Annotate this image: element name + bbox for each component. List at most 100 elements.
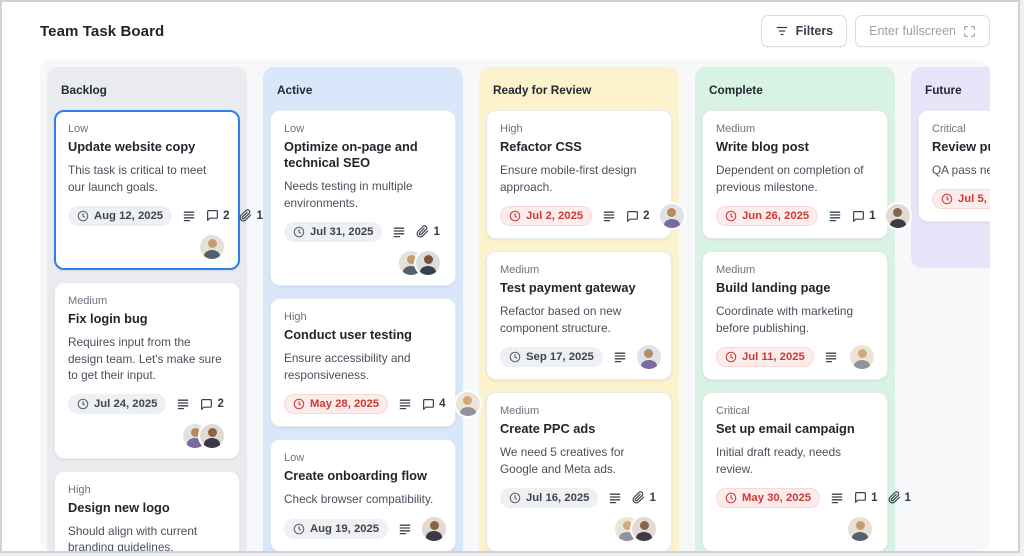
column-header: Complete <box>709 83 763 97</box>
board: Backlog Low Update website copy This tas… <box>40 60 990 551</box>
column-cards: High Refactor CSS Ensure mobile-first de… <box>486 110 684 551</box>
avatar <box>885 204 910 228</box>
card-title: Create onboarding flow <box>284 468 427 483</box>
task-card[interactable]: Critical Set up email campaign Initial d… <box>702 392 911 551</box>
avatar <box>850 345 874 369</box>
card-description: Check browser compatibility. <box>284 492 434 506</box>
description-icon <box>602 209 616 223</box>
topbar: Team Task Board Filters Enter fullscreen <box>2 2 1018 60</box>
column-cards: Low Update website copy This task is cri… <box>54 110 263 552</box>
task-card[interactable]: Low Update website copy This task is cri… <box>54 110 263 270</box>
task-card[interactable]: Low Create onboarding flow Check browser… <box>270 439 456 551</box>
task-card[interactable]: Medium Write blog post Dependent on comp… <box>702 110 910 239</box>
topbar-actions: Filters Enter fullscreen <box>760 15 990 47</box>
task-card[interactable]: Medium Create PPC ads We need 5 creative… <box>486 392 672 551</box>
description-icon <box>613 350 627 364</box>
column-active: Active Low Optimize on-page and technica… <box>263 67 480 551</box>
comment-icon <box>201 398 213 410</box>
assignees <box>455 392 480 416</box>
paperclip-icon <box>416 225 429 238</box>
column-header: Ready for Review <box>493 83 592 97</box>
fullscreen-icon <box>964 25 975 37</box>
due-date-badge-overdue: May 28, 2025 <box>284 394 389 414</box>
description-icon <box>608 491 622 505</box>
card-title: Write blog post <box>716 139 809 154</box>
description-icon <box>824 350 838 364</box>
card-description: We need 5 creatives for Google and Meta … <box>500 445 625 476</box>
description-icon <box>398 522 412 536</box>
clock-icon <box>77 210 89 221</box>
assignees <box>659 204 684 228</box>
card-title: Create PPC ads <box>500 421 596 436</box>
due-date-badge: Jul 16, 2025 <box>500 487 599 508</box>
due-date-badge-overdue: May 30, 2025 <box>716 487 821 508</box>
comments-indicator: 4 <box>422 398 446 411</box>
card-meta: Jun 26, 2025 1 <box>716 204 910 228</box>
due-date-badge-overdue: Jun 26, 2025 <box>716 206 819 226</box>
comment-icon <box>207 210 219 221</box>
comment-icon <box>855 492 867 503</box>
card-title: Refactor CSS <box>500 139 582 154</box>
card-title: Update website copy <box>68 139 196 154</box>
task-card[interactable]: High Refactor CSS Ensure mobile-first de… <box>486 110 684 239</box>
due-date-badge-overdue: Jul 5, 202 <box>932 189 990 209</box>
task-card[interactable]: Medium Fix login bug Requires input from… <box>54 282 240 459</box>
attachments-indicator: 1 <box>632 491 656 504</box>
task-card[interactable]: Critical Review pull re QA pass neede Ju… <box>918 110 990 222</box>
card-description: Dependent on completion of previous mile… <box>716 163 864 194</box>
page-title: Team Task Board <box>40 22 165 40</box>
comment-icon <box>423 398 435 410</box>
task-card[interactable]: High Conduct user testing Ensure accessi… <box>270 298 480 427</box>
due-date-badge: Aug 12, 2025 <box>68 205 173 226</box>
card-meta: Jul 31, 2025 1 <box>284 220 442 243</box>
avatar <box>422 516 447 541</box>
priority-label: Critical <box>716 405 750 417</box>
column-backlog: Backlog Low Update website copy This tas… <box>47 67 263 552</box>
filters-button-label: Filters <box>795 24 834 38</box>
column-cards: Medium Write blog post Dependent on comp… <box>702 110 911 551</box>
filters-button[interactable]: Filters <box>760 15 848 47</box>
clock-icon <box>509 210 521 222</box>
card-description: Initial draft ready, needs review. <box>716 445 842 476</box>
card-meta: Aug 12, 2025 2 1 <box>68 204 263 227</box>
card-meta: May 30, 2025 1 1 <box>716 486 911 509</box>
card-meta: May 28, 2025 4 <box>284 392 480 416</box>
avatar <box>200 235 224 259</box>
card-description: Ensure mobile-first design approach. <box>500 163 637 194</box>
priority-label: Medium <box>716 123 756 135</box>
priority-label: High <box>68 483 91 496</box>
card-meta: Jul 16, 2025 1 <box>500 486 658 509</box>
task-card[interactable]: Low Optimize on-page and technical SEO N… <box>270 110 456 286</box>
description-icon <box>830 491 844 505</box>
priority-label: Medium <box>500 264 540 276</box>
task-card[interactable]: Medium Test payment gateway Refactor bas… <box>486 251 672 380</box>
comments-indicator: 1 <box>852 210 876 223</box>
attachments-indicator: 1 <box>888 491 911 504</box>
card-description: Ensure accessibility and responsiveness. <box>284 351 411 382</box>
assignees <box>68 423 226 448</box>
column-complete: Complete Medium Write blog post Dependen… <box>695 67 911 551</box>
avatar <box>416 251 440 275</box>
assignees <box>850 345 874 369</box>
card-description: QA pass neede <box>932 163 990 177</box>
clock-icon <box>293 398 305 410</box>
due-date-badge-overdue: Jul 2, 2025 <box>500 206 593 226</box>
comments-indicator: 2 <box>206 209 229 222</box>
column-header: Active <box>277 83 313 97</box>
card-meta: Jul 11, 2025 <box>716 345 874 369</box>
card-meta: Jul 2, 2025 2 <box>500 204 684 228</box>
assignees <box>68 235 226 259</box>
assignees <box>716 517 874 541</box>
column-cards: Low Optimize on-page and technical SEO N… <box>270 110 480 551</box>
comments-indicator: 2 <box>626 210 650 223</box>
description-icon <box>398 397 412 411</box>
clock-icon <box>725 210 737 222</box>
priority-label: Low <box>68 123 89 135</box>
enter-fullscreen-button[interactable]: Enter fullscreen <box>855 15 990 47</box>
task-card[interactable]: High Design new logo Should align with c… <box>54 470 240 552</box>
task-card[interactable]: Medium Build landing page Coordinate wit… <box>702 251 888 380</box>
card-description: Should align with current branding guide… <box>68 523 198 552</box>
paperclip-icon <box>632 491 645 504</box>
column-future: Future Critical Review pull re QA pass n… <box>911 67 990 268</box>
comments-indicator: 2 <box>200 398 224 411</box>
